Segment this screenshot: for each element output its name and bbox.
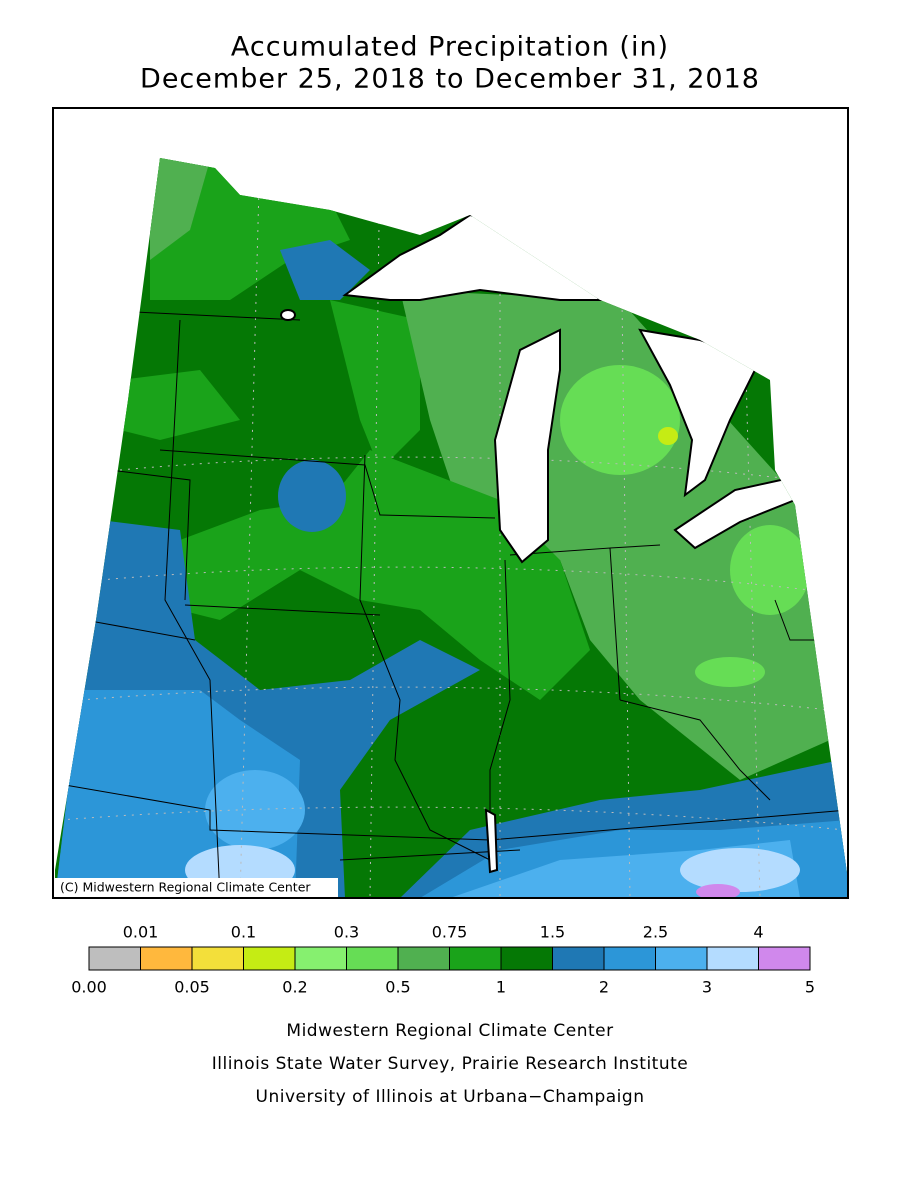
legend-label: 5 (805, 978, 815, 997)
legend-label: 1.5 (540, 923, 565, 942)
legend-label: 0.3 (334, 923, 359, 942)
credit-line: Illinois State Water Survey, Prairie Res… (212, 1054, 688, 1074)
legend-label: 3 (702, 978, 712, 997)
legend-swatch (603, 946, 656, 971)
state-borders (64, 311, 848, 898)
legend-label: 1 (496, 978, 506, 997)
legend-swatch (552, 946, 605, 971)
legend-label: 2 (599, 978, 609, 997)
legend-label: 0.5 (385, 978, 410, 997)
title-line: Accumulated Precipitation (in) (231, 32, 669, 63)
legend-swatch (346, 946, 399, 971)
legend-label: 4 (753, 923, 763, 942)
legend-label: 2.5 (643, 923, 668, 942)
title-line: December 25, 2018 to December 31, 2018 (140, 64, 760, 95)
legend-label: 0.05 (174, 978, 210, 997)
legend-swatch (706, 946, 759, 971)
legend-swatch (397, 946, 450, 971)
legend-swatch (655, 946, 708, 971)
legend-label: 0.1 (231, 923, 256, 942)
legend-label: 0.00 (71, 978, 107, 997)
legend-swatch (88, 946, 141, 971)
legend-label: 0.2 (282, 978, 307, 997)
copyright: (C) Midwestern Regional Climate Center (60, 880, 311, 895)
copyright-box (54, 878, 338, 897)
legend-swatch (243, 946, 296, 971)
reservoir (484, 808, 499, 874)
legend-label: 0.01 (123, 923, 159, 942)
lake (280, 309, 296, 321)
map-frame (52, 107, 849, 899)
legend-swatch (449, 946, 502, 971)
legend-label: 0.75 (432, 923, 468, 942)
precipitation-map (55, 158, 848, 898)
credit-line: University of Illinois at Urbana−Champai… (256, 1087, 645, 1107)
lake-michigan (493, 328, 561, 564)
legend-swatch (294, 946, 347, 971)
legend: 0.00 0.01 0.05 0.1 0.2 0.3 0.5 0.75 1 1.5 2 2.5 3 4 5 (71, 923, 815, 997)
legend-swatch (758, 946, 811, 971)
legend-swatch (191, 946, 244, 971)
legend-swatch (500, 946, 553, 971)
credit-line: Midwestern Regional Climate Center (286, 1021, 613, 1041)
legend-swatch (140, 946, 193, 971)
